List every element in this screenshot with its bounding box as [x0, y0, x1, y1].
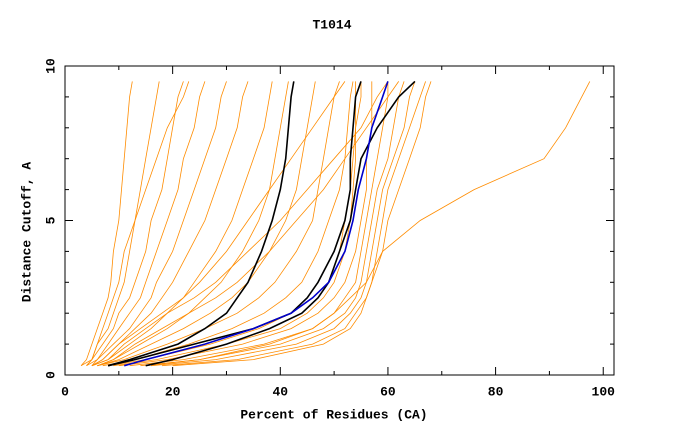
y-axis-label: Distance Cutoff, A	[19, 162, 34, 303]
series-line	[80, 81, 160, 367]
series-line	[129, 81, 389, 367]
x-tick-label: 80	[488, 384, 504, 399]
series-line	[91, 81, 389, 367]
y-tick-label: 10	[43, 58, 58, 74]
series-line	[91, 81, 273, 367]
x-tick-label: 0	[61, 384, 69, 399]
series-line	[86, 81, 190, 366]
series-line	[97, 81, 340, 367]
series-line	[80, 81, 133, 366]
series-line	[91, 81, 249, 367]
series-line	[107, 81, 362, 367]
series-line	[91, 81, 346, 367]
series-line	[145, 80, 416, 367]
series-line	[145, 81, 591, 367]
series-line	[108, 81, 356, 367]
x-axis-label: Percent of Residues (CA)	[240, 407, 427, 422]
y-tick-label: 5	[43, 216, 58, 224]
series-line	[123, 81, 389, 367]
chart-title: T1014	[312, 17, 351, 32]
series-line	[97, 81, 400, 367]
series-line	[107, 81, 295, 367]
y-tick-label: 0	[43, 371, 58, 379]
series-line	[140, 81, 405, 367]
x-tick-label: 100	[592, 384, 616, 399]
series-line	[172, 81, 432, 367]
x-tick-label: 20	[165, 384, 181, 399]
series-line	[86, 81, 206, 367]
x-tick-label: 40	[272, 384, 288, 399]
x-tick-label: 60	[380, 384, 396, 399]
series-line	[91, 81, 227, 366]
series-line	[86, 81, 184, 366]
plot-frame	[64, 65, 615, 376]
series-line	[102, 81, 354, 367]
series-line	[97, 81, 316, 367]
series-line	[151, 81, 416, 367]
